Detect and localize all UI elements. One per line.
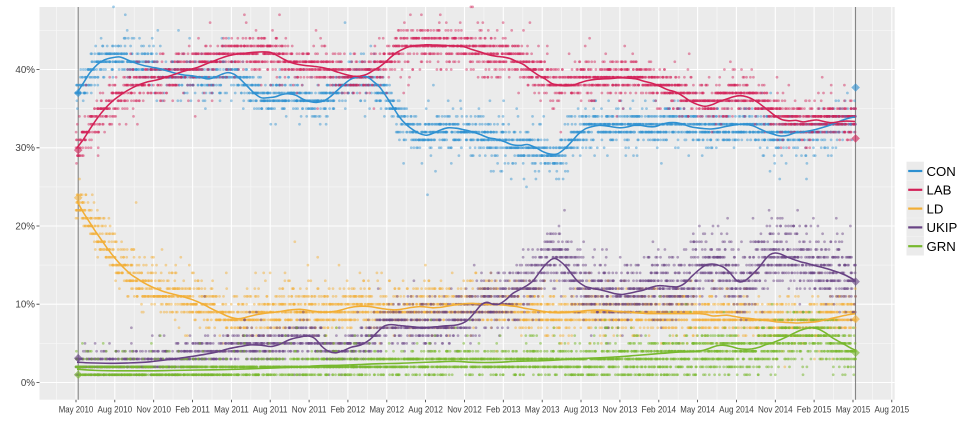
svg-text:20%: 20% — [15, 221, 35, 232]
svg-text:May 2011: May 2011 — [214, 405, 249, 415]
svg-text:Aug 2015: Aug 2015 — [875, 405, 910, 415]
svg-text:10%: 10% — [15, 300, 35, 311]
svg-text:30%: 30% — [15, 143, 35, 154]
svg-text:LD: LD — [927, 201, 944, 216]
svg-text:Aug 2010: Aug 2010 — [98, 405, 133, 415]
svg-text:Feb 2011: Feb 2011 — [175, 405, 210, 415]
svg-text:Feb 2014: Feb 2014 — [642, 405, 677, 415]
svg-text:GRN: GRN — [927, 239, 956, 254]
svg-text:UKIP: UKIP — [927, 220, 958, 235]
svg-text:May 2010: May 2010 — [59, 405, 94, 415]
svg-text:May 2014: May 2014 — [680, 405, 715, 415]
svg-text:Nov 2011: Nov 2011 — [292, 405, 327, 415]
svg-text:May 2015: May 2015 — [836, 405, 871, 415]
svg-text:Aug 2014: Aug 2014 — [719, 405, 754, 415]
svg-text:Nov 2013: Nov 2013 — [603, 405, 638, 415]
svg-text:LAB: LAB — [927, 183, 952, 198]
svg-text:Feb 2015: Feb 2015 — [797, 405, 832, 415]
svg-text:CON: CON — [927, 164, 956, 179]
svg-text:Nov 2014: Nov 2014 — [758, 405, 793, 415]
svg-text:Aug 2011: Aug 2011 — [253, 405, 288, 415]
svg-text:40%: 40% — [15, 65, 35, 76]
svg-text:Nov 2010: Nov 2010 — [136, 405, 171, 415]
svg-text:Feb 2012: Feb 2012 — [331, 405, 366, 415]
svg-text:May 2013: May 2013 — [525, 405, 560, 415]
svg-text:0%: 0% — [21, 378, 35, 389]
svg-text:Aug 2013: Aug 2013 — [564, 405, 599, 415]
svg-text:May 2012: May 2012 — [370, 405, 405, 415]
svg-text:Nov 2012: Nov 2012 — [447, 405, 482, 415]
svg-text:Aug 2012: Aug 2012 — [408, 405, 443, 415]
svg-text:Feb 2013: Feb 2013 — [486, 405, 521, 415]
